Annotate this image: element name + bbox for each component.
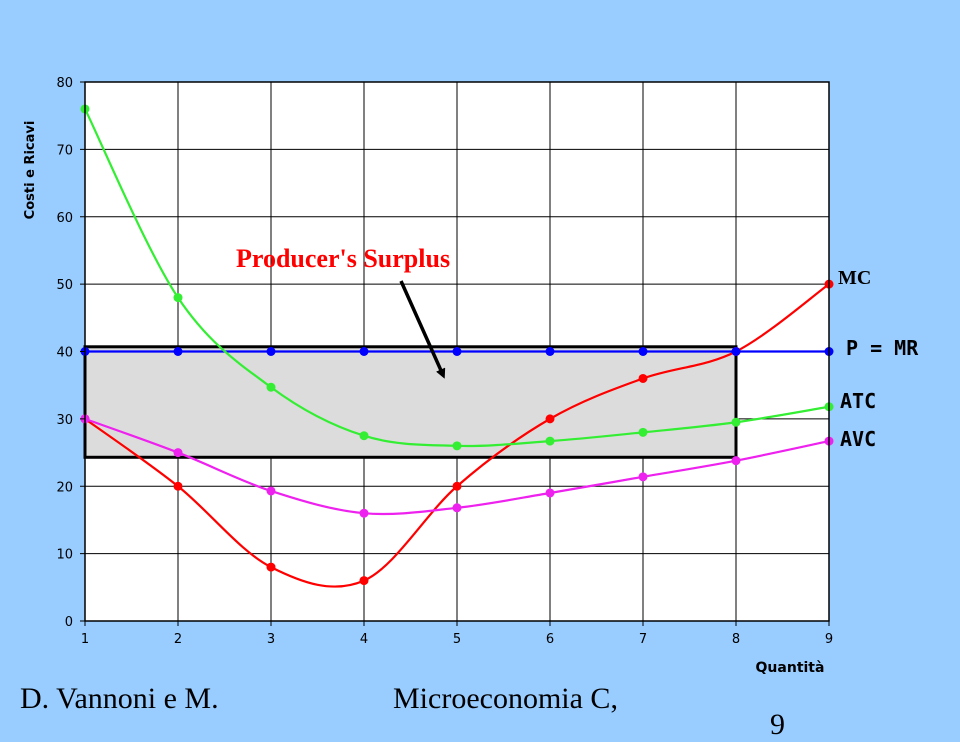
x-tick-label: 9 bbox=[825, 632, 833, 647]
series-label: MC bbox=[838, 267, 871, 289]
x-tick-label: 2 bbox=[174, 632, 182, 647]
data-point bbox=[359, 576, 369, 586]
data-point bbox=[452, 481, 462, 491]
data-point bbox=[545, 414, 555, 424]
y-tick-label: 10 bbox=[56, 548, 73, 563]
y-tick-label: 40 bbox=[56, 346, 73, 361]
axes: 0 10 20 30 40 50 60 70 80 1 2 3 4 5 6 7 8 9 bbox=[56, 76, 833, 647]
footer-author: D. Vannoni e M. bbox=[20, 682, 219, 715]
x-tick-label: 8 bbox=[732, 632, 740, 647]
y-tick-label: 70 bbox=[56, 143, 73, 158]
data-point bbox=[452, 347, 462, 356]
data-point bbox=[266, 382, 276, 392]
data-point bbox=[173, 347, 183, 356]
annotation-arrow bbox=[399, 280, 446, 379]
y-tick-label: 30 bbox=[56, 413, 73, 428]
x-tick-label: 7 bbox=[639, 632, 647, 647]
x-axis-label: Quantità bbox=[756, 660, 825, 676]
x-tick-label: 4 bbox=[360, 632, 368, 647]
y-axis-label: Costi e Ricavi bbox=[23, 121, 38, 220]
series-label: AVC bbox=[840, 427, 876, 451]
data-point bbox=[731, 456, 741, 466]
footer-course: Microeconomia C, bbox=[393, 682, 618, 715]
y-tick-label: 50 bbox=[56, 278, 73, 293]
data-point bbox=[545, 436, 555, 446]
data-point bbox=[731, 417, 741, 427]
y-tick-label: 0 bbox=[65, 615, 73, 630]
labels: Costi e Ricavi Quantità MC P = MR ATC AVC Prod… bbox=[23, 121, 919, 676]
data-point bbox=[638, 472, 648, 482]
data-point bbox=[452, 503, 462, 513]
data-point bbox=[173, 293, 183, 303]
x-tick-label: 6 bbox=[546, 632, 554, 647]
data-point bbox=[359, 508, 369, 518]
series-line-mc bbox=[84, 283, 830, 588]
data-point bbox=[452, 441, 462, 451]
data-point bbox=[359, 347, 369, 356]
y-tick-label: 60 bbox=[56, 211, 73, 226]
data-point bbox=[545, 488, 555, 498]
data-point bbox=[266, 486, 276, 496]
data-point bbox=[638, 347, 648, 356]
data-point bbox=[173, 448, 183, 458]
x-tick-label: 5 bbox=[453, 632, 461, 647]
footer-page-number: 9 bbox=[770, 708, 785, 741]
series-label: ATC bbox=[840, 389, 876, 413]
y-tick-label: 80 bbox=[56, 76, 73, 91]
data-point bbox=[638, 427, 648, 437]
producer-surplus-annotation: Producer's Surplus bbox=[236, 244, 450, 273]
producer-surplus-rect bbox=[83, 345, 738, 459]
data-point bbox=[731, 347, 741, 356]
data-point bbox=[266, 347, 276, 356]
series-lines bbox=[80, 104, 834, 588]
data-point bbox=[545, 347, 555, 356]
data-point bbox=[638, 373, 648, 383]
series-label: P = MR bbox=[846, 336, 919, 360]
data-point bbox=[359, 431, 369, 441]
x-tick-label: 3 bbox=[267, 632, 275, 647]
x-tick-label: 1 bbox=[81, 632, 89, 647]
data-point bbox=[173, 481, 183, 491]
producer-surplus-region bbox=[83, 345, 738, 459]
data-point bbox=[266, 562, 276, 572]
y-tick-label: 20 bbox=[56, 480, 73, 495]
cost-revenue-chart: 0 10 20 30 40 50 60 70 80 1 2 3 4 5 6 7 8 9 Costi e Ricav… bbox=[23, 76, 919, 676]
